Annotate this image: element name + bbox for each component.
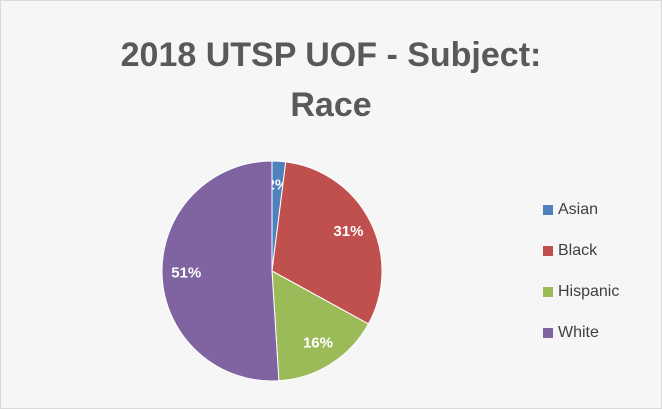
data-label: 16% — [303, 334, 333, 351]
legend-label: White — [558, 324, 599, 341]
legend-label: Black — [558, 242, 598, 259]
chart-title: 2018 UTSP UOF - Subject: Race — [120, 36, 542, 124]
legend-label: Asian — [558, 201, 598, 218]
data-label: 31% — [333, 223, 363, 240]
pie-slice — [271, 270, 370, 382]
legend-swatch — [543, 246, 553, 256]
legend-swatch — [543, 328, 553, 338]
data-label: 51% — [171, 265, 201, 282]
pie-slice — [271, 161, 383, 325]
legend-swatch — [543, 205, 553, 215]
pie-slice — [161, 160, 280, 382]
legend-label: Hispanic — [558, 283, 619, 300]
legend-swatch — [543, 287, 553, 297]
